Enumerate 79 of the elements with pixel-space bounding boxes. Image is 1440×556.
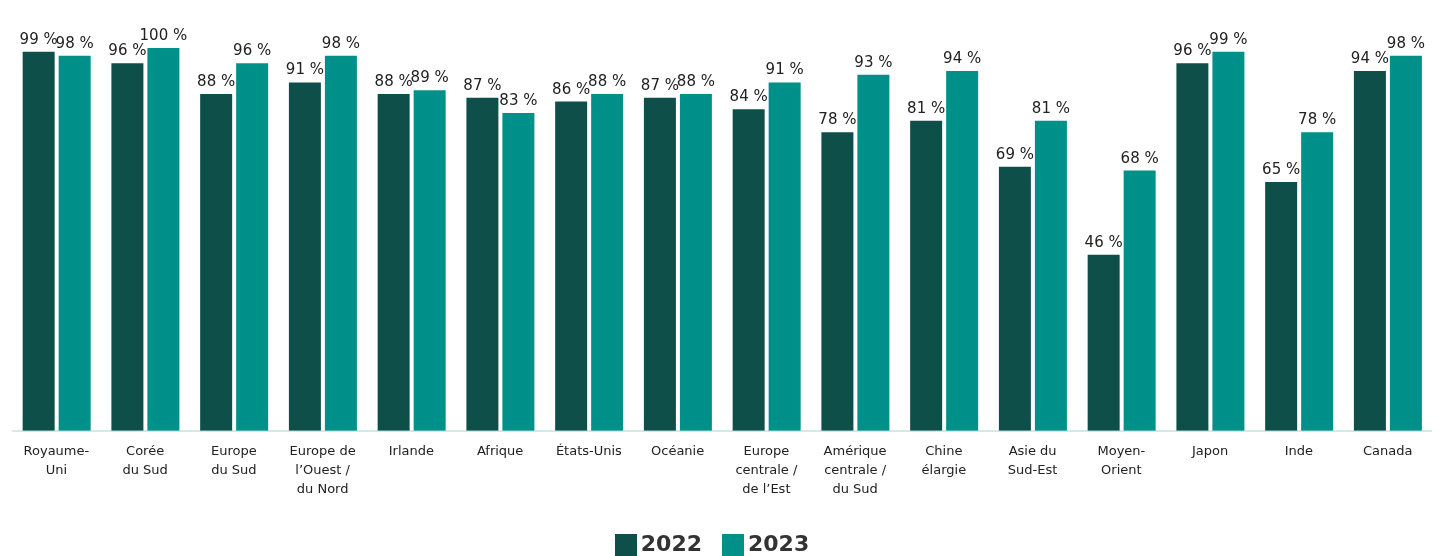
- bar: [910, 120, 943, 431]
- bar: [555, 101, 588, 431]
- x-tick-label: Canada: [1362, 443, 1413, 458]
- data-label: 88 %: [197, 71, 236, 90]
- bar: [1176, 63, 1209, 431]
- bar: [324, 55, 357, 431]
- bar: [1265, 182, 1298, 431]
- bar: [857, 74, 890, 431]
- x-tick-label: Royaume- Uni: [23, 443, 90, 477]
- bar: [1353, 70, 1386, 431]
- data-label: 83 %: [499, 91, 538, 110]
- legend-label: 2023: [748, 531, 810, 556]
- bar: [466, 97, 499, 431]
- bar: [22, 51, 55, 431]
- bar: [147, 48, 180, 431]
- bar: [998, 166, 1031, 431]
- x-tick-label: Amérique centrale / du Sud: [823, 443, 887, 496]
- bar: [821, 132, 854, 431]
- data-label: 87 %: [463, 75, 502, 94]
- bar: [679, 93, 712, 431]
- bar: [377, 93, 410, 431]
- data-label: 91 %: [285, 60, 324, 79]
- bar: [1212, 51, 1245, 431]
- x-tick-label: Afrique: [476, 443, 524, 458]
- data-label: 84 %: [729, 87, 768, 106]
- data-label: 93 %: [854, 52, 893, 71]
- data-label: 87 %: [640, 75, 679, 94]
- x-tick-label: Inde: [1284, 443, 1314, 458]
- data-label: 100 %: [139, 26, 188, 44]
- data-label: 99 %: [1209, 29, 1248, 48]
- x-tick-label: Europe centrale / de l’Est: [735, 443, 798, 496]
- data-label: 69 %: [995, 144, 1034, 163]
- bar: [236, 63, 269, 431]
- bar: [502, 113, 535, 431]
- bar: [643, 97, 676, 431]
- data-label: 65 %: [1262, 160, 1301, 179]
- data-label: 81 %: [1031, 98, 1070, 117]
- bar: [58, 55, 91, 431]
- x-tick-label: Europe de l’Ouest / du Nord: [289, 443, 356, 496]
- data-label: 96 %: [1173, 41, 1212, 60]
- data-label: 91 %: [765, 60, 804, 79]
- x-tick-label: Europe du Sud: [211, 443, 257, 477]
- bar: [1123, 170, 1156, 431]
- data-label: 68 %: [1120, 148, 1159, 167]
- bar: [111, 63, 144, 431]
- data-label: 98 %: [321, 33, 360, 52]
- data-label: 94 %: [943, 48, 982, 67]
- data-label: 88 %: [374, 71, 413, 90]
- x-tick-label: Chine élargie: [921, 443, 967, 477]
- bar: [732, 109, 765, 431]
- data-label: 98 %: [55, 33, 94, 52]
- data-label: 96 %: [233, 41, 272, 60]
- bar: [591, 93, 624, 431]
- x-tick-label: Asie du Sud-Est: [1007, 443, 1058, 477]
- bar: [1389, 55, 1422, 431]
- bar: [413, 90, 446, 431]
- x-tick-label: Corée du Sud: [122, 443, 168, 477]
- legend-label: 2022: [640, 531, 702, 556]
- bar: [1301, 132, 1334, 431]
- data-label: 96 %: [108, 41, 147, 60]
- data-label: 46 %: [1084, 232, 1123, 251]
- bar: [288, 82, 321, 431]
- x-tick-label: États-Unis: [555, 443, 623, 458]
- bar: [200, 93, 233, 431]
- data-label: 88 %: [588, 71, 627, 90]
- data-label: 78 %: [1298, 110, 1337, 129]
- data-label: 81 %: [907, 98, 946, 117]
- bar: [946, 70, 979, 431]
- data-label: 98 %: [1386, 33, 1425, 52]
- bar: [768, 82, 801, 431]
- x-tick-label: Japon: [1191, 443, 1229, 458]
- bar: [1087, 254, 1120, 431]
- bar: [1034, 120, 1067, 431]
- data-label: 99 %: [19, 29, 58, 48]
- x-tick-label: Moyen- Orient: [1097, 443, 1146, 477]
- data-label: 94 %: [1350, 48, 1389, 67]
- x-tick-label: Irlande: [388, 443, 434, 458]
- x-tick-label: Océanie: [651, 443, 705, 458]
- data-label: 78 %: [818, 110, 857, 129]
